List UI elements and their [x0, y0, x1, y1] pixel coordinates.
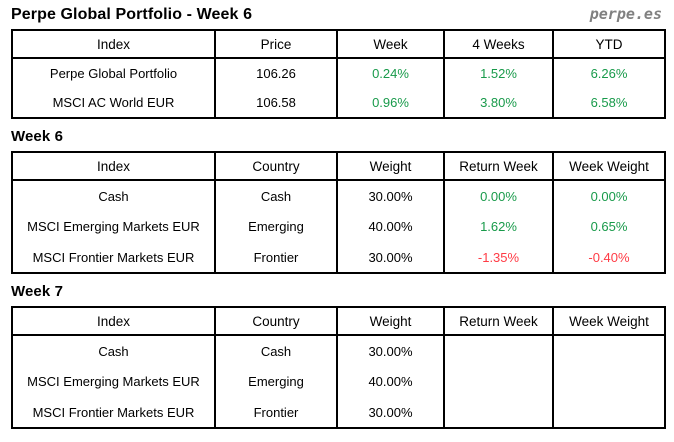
table-row: Perpe Global Portfolio 106.26 0.24% 1.52… [11, 58, 666, 88]
week6-table: Index Country Weight Return Week Week We… [11, 151, 666, 274]
cell-week-weight: 0.65% [552, 211, 666, 242]
cell-week-return: 0.24% [336, 58, 445, 88]
table-row: MSCI Frontier Markets EUR Frontier 30.00… [11, 397, 666, 428]
week7-header-row: Index Country Weight Return Week Week We… [11, 307, 666, 335]
brand-logo-text: perpe.es [589, 5, 662, 23]
cell-ytd-return: 6.58% [552, 88, 666, 118]
column-header-weight: Weight [336, 152, 445, 180]
table-row: MSCI Frontier Markets EUR Frontier 30.00… [11, 242, 666, 273]
cell-return-week-empty [443, 397, 554, 428]
cell-ytd-return: 6.26% [552, 58, 666, 88]
table-row: Cash Cash 30.00% [11, 335, 666, 366]
cell-week-weight-empty [552, 397, 666, 428]
cell-weight: 30.00% [336, 397, 445, 428]
column-header-price: Price [214, 30, 338, 58]
page-header: Perpe Global Portfolio - Week 6 perpe.es [11, 5, 664, 29]
cell-4weeks-return: 3.80% [443, 88, 554, 118]
cell-return-week: -1.35% [443, 242, 554, 273]
column-header-index: Index [11, 307, 216, 335]
table-row: Cash Cash 30.00% 0.00% 0.00% [11, 180, 666, 211]
cell-index-name: MSCI Frontier Markets EUR [11, 242, 216, 273]
cell-country: Cash [214, 180, 338, 211]
section-heading-week7: Week 7 [11, 283, 64, 300]
page-title: Perpe Global Portfolio - Week 6 [11, 6, 253, 23]
table-row: MSCI Emerging Markets EUR Emerging 40.00… [11, 366, 666, 397]
cell-index-name: Cash [11, 180, 216, 211]
cell-4weeks-return: 1.52% [443, 58, 554, 88]
column-header-4weeks: 4 Weeks [443, 30, 554, 58]
cell-return-week: 0.00% [443, 180, 554, 211]
cell-return-week-empty [443, 366, 554, 397]
column-header-return-week: Return Week [443, 307, 554, 335]
cell-week-weight-empty [552, 366, 666, 397]
cell-index-name: MSCI Emerging Markets EUR [11, 211, 216, 242]
cell-week-weight-empty [552, 335, 666, 366]
cell-weight: 30.00% [336, 242, 445, 273]
cell-week-return: 0.96% [336, 88, 445, 118]
week7-table: Index Country Weight Return Week Week We… [11, 306, 666, 429]
cell-weight: 40.00% [336, 366, 445, 397]
cell-weight: 40.00% [336, 211, 445, 242]
column-header-week: Week [336, 30, 445, 58]
cell-weight: 30.00% [336, 335, 445, 366]
cell-index-name: MSCI Frontier Markets EUR [11, 397, 216, 428]
cell-country: Emerging [214, 366, 338, 397]
cell-week-weight: -0.40% [552, 242, 666, 273]
cell-price: 106.26 [214, 58, 338, 88]
cell-price: 106.58 [214, 88, 338, 118]
cell-weight: 30.00% [336, 180, 445, 211]
column-header-ytd: YTD [552, 30, 666, 58]
summary-table: Index Price Week 4 Weeks YTD Perpe Globa… [11, 29, 666, 119]
cell-country: Frontier [214, 242, 338, 273]
table-row: MSCI Emerging Markets EUR Emerging 40.00… [11, 211, 666, 242]
column-header-country: Country [214, 152, 338, 180]
column-header-weight: Weight [336, 307, 445, 335]
section-heading-week6: Week 6 [11, 128, 64, 145]
table-row: MSCI AC World EUR 106.58 0.96% 3.80% 6.5… [11, 88, 666, 118]
column-header-country: Country [214, 307, 338, 335]
column-header-index: Index [11, 152, 216, 180]
cell-return-week-empty [443, 335, 554, 366]
cell-country: Emerging [214, 211, 338, 242]
week6-header-row: Index Country Weight Return Week Week We… [11, 152, 666, 180]
cell-country: Cash [214, 335, 338, 366]
cell-return-week: 1.62% [443, 211, 554, 242]
cell-week-weight: 0.00% [552, 180, 666, 211]
cell-index-name: MSCI AC World EUR [11, 88, 216, 118]
column-header-return-week: Return Week [443, 152, 554, 180]
cell-index-name: Perpe Global Portfolio [11, 58, 216, 88]
summary-header-row: Index Price Week 4 Weeks YTD [11, 30, 666, 58]
cell-index-name: Cash [11, 335, 216, 366]
column-header-index: Index [11, 30, 216, 58]
column-header-week-weight: Week Weight [552, 307, 666, 335]
cell-index-name: MSCI Emerging Markets EUR [11, 366, 216, 397]
cell-country: Frontier [214, 397, 338, 428]
column-header-week-weight: Week Weight [552, 152, 666, 180]
